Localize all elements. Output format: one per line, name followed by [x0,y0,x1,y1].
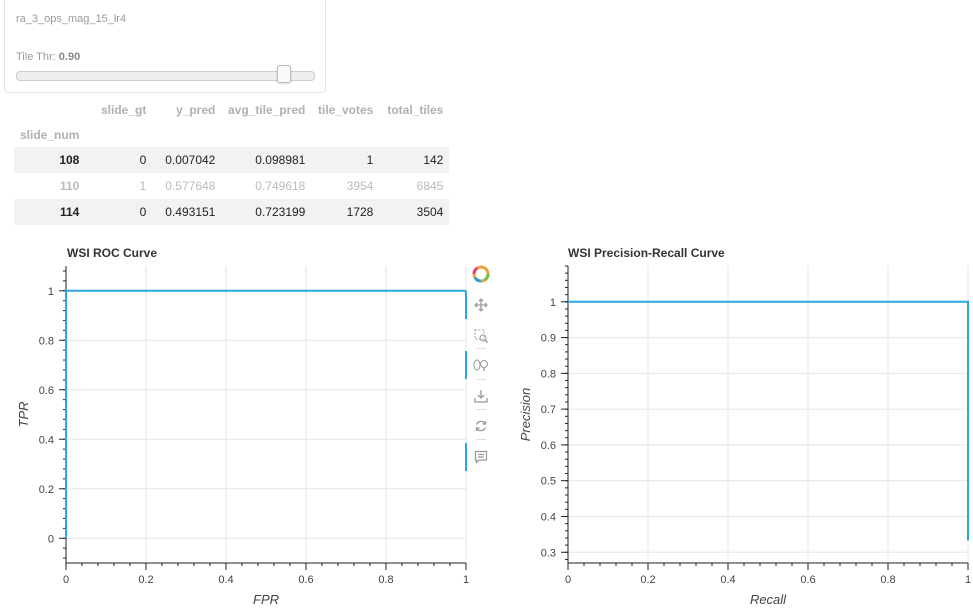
results-table: slide_gt y_pred avg_tile_pred tile_votes… [14,97,450,225]
pr-x-tick-label: 0.4 [720,574,735,586]
table-row: 110 1 0.577648 0.749618 3954 6845 [14,173,449,199]
table-cell: 3954 [346,179,374,193]
pan-icon[interactable] [470,294,492,316]
pr-y-tick-label: 0.4 [541,511,556,523]
table-cell: 1728 [311,199,380,225]
threshold-slider-handle[interactable] [277,65,292,83]
table-cell: 1 [139,179,147,193]
table-cell: 0.749618 [255,179,306,193]
toolbar-divider [476,409,486,410]
row-index: 110 [60,179,80,193]
table-row: 114 0 0.493151 0.723199 1728 3504 [14,199,450,225]
wheel-zoom-icon[interactable] [470,354,492,376]
threshold-label-text: Tile Thr: [16,51,56,63]
roc-x-tick-label: 1 [463,574,469,586]
save-icon[interactable] [470,385,492,407]
col-header: avg_tile_pred [227,102,306,117]
threshold-label: Tile Thr: 0.90 [16,51,80,63]
col-header: y_pred [176,102,216,117]
roc-x-tick-label: 0.2 [138,574,153,586]
roc-y-tick-label: 0 [48,533,54,545]
box-zoom-icon[interactable] [470,325,492,347]
roc-x-tick-label: 0.6 [298,574,313,586]
table-header-row: slide_gt y_pred avg_tile_pred tile_votes… [14,97,449,122]
pr-y-tick-label: 0.8 [541,368,556,380]
pr-x-axis-label: Recall [750,592,787,607]
pr-y-tick-label: 0.9 [541,333,556,345]
pr-chart-title: WSI Precision-Recall Curve [568,246,725,260]
pr-y-tick-label: 0.7 [541,404,556,416]
pr-y-tick-label: 0.5 [541,476,556,488]
pr-x-tick-label: 0 [565,574,571,586]
toolbar-divider [476,379,486,380]
roc-x-tick-label: 0.8 [378,574,393,586]
roc-y-tick-label: 0.2 [39,484,54,496]
threshold-slider[interactable] [16,71,315,81]
reset-icon[interactable] [470,415,492,437]
table-index-row: slide_num [14,122,449,147]
roc-y-tick-label: 0.4 [39,434,54,446]
pan-active-indicator [465,291,467,319]
col-header: slide_gt [101,102,147,117]
pr-x-tick-label: 0.6 [800,574,815,586]
pr-y-axis-label: Precision [518,388,533,441]
table-cell: 0.007042 [152,147,222,173]
pr-y-tick-label: 0.3 [541,547,556,559]
table-cell: 6845 [416,179,444,193]
index-name: slide_num [20,127,80,142]
threshold-value: 0.90 [58,51,81,63]
toolbar-divider [476,439,486,440]
pr-y-tick-label: 0.6 [541,440,556,452]
row-index: 108 [14,147,86,173]
roc-y-tick-label: 0.6 [39,385,54,397]
row-index: 114 [14,199,86,225]
pr-x-tick-label: 0.8 [880,574,895,586]
roc-y-axis-label: TPR [16,402,31,428]
roc-y-tick-label: 0.8 [39,335,54,347]
table-row: 108 0 0.007042 0.098981 1 142 [14,147,450,173]
table-cell: 142 [379,147,450,173]
pr-series-line [568,300,969,541]
toolbar-divider [476,348,486,349]
roc-x-tick-label: 0.4 [218,574,233,586]
model-name-label: ra_3_ops_mag_15_lr4 [16,13,127,25]
col-header: tile_votes [318,102,374,117]
col-header: total_tiles [387,102,444,117]
bokeh-logo-icon[interactable] [470,263,492,285]
table-cell: 0 [85,147,153,173]
table-cell: 0.493151 [152,199,222,225]
table-cell: 0 [85,199,153,225]
table-cell: 1 [311,147,380,173]
roc-x-axis-label: FPR [253,592,279,607]
table-cell: 0.577648 [165,179,216,193]
roc-y-tick-label: 1 [48,286,54,298]
wheel-zoom-active-indicator [465,351,467,379]
roc-x-tick-label: 0 [63,574,69,586]
pr-x-tick-label: 1 [965,574,971,586]
table-cell: 3504 [379,199,450,225]
roc-chart-title: WSI ROC Curve [67,246,158,260]
controls-panel: ra_3_ops_mag_15_lr4 Tile Thr: 0.90 [4,0,326,93]
pr-y-tick-label: 1 [550,297,556,309]
table-cell: 0.723199 [221,199,312,225]
roc-series-line [65,289,466,539]
hover-active-indicator [465,443,467,471]
table-cell: 0.098981 [221,147,312,173]
pr-x-tick-label: 0.2 [640,574,655,586]
hover-icon[interactable] [470,446,492,468]
